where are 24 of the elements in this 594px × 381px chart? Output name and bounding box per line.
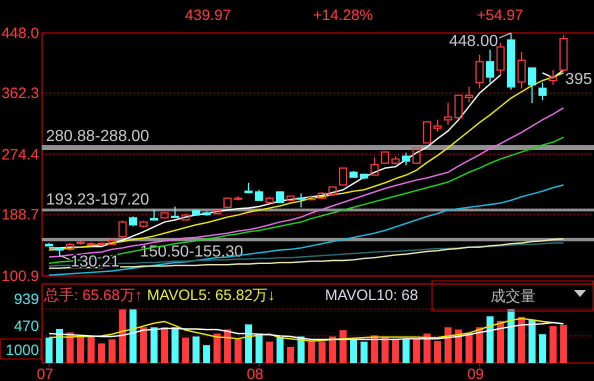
band-label: 280.88-288.00 [46, 128, 150, 146]
band-label: 193.23-197.20 [46, 192, 150, 209]
y-tick-label: 362.3 [1, 84, 39, 102]
annotation: 总手: 65.68万↑ [43, 287, 142, 304]
band-label: 150.50-155.30 [140, 243, 244, 260]
text: 395 [565, 71, 592, 88]
x-tick-label: 07 [36, 366, 54, 381]
annotation: 448.00 [449, 33, 498, 50]
annotation: MAVOL5: 65.82万↓ [147, 287, 276, 304]
y-tick-label: 470 [14, 318, 39, 335]
line-series [48, 184, 564, 276]
text: +54.97 [476, 7, 524, 24]
x-tick-label: 09 [467, 366, 484, 381]
text: 439.97 [185, 7, 231, 24]
y-tick-label: 939 [14, 290, 39, 308]
y-tick-label: 188.7 [1, 206, 39, 224]
annotation: MAVOL10: 68 [325, 287, 418, 304]
annotation: 成交量 [490, 288, 536, 305]
y-tick-label: 100.9 [1, 268, 39, 285]
y-tick-label: 448.0 [1, 25, 39, 42]
y-tick-label: 274.4 [1, 146, 39, 164]
y-axis-title: 1000 [6, 342, 39, 359]
text: +14.28% [313, 7, 373, 24]
x-tick-label: 08 [246, 366, 264, 381]
